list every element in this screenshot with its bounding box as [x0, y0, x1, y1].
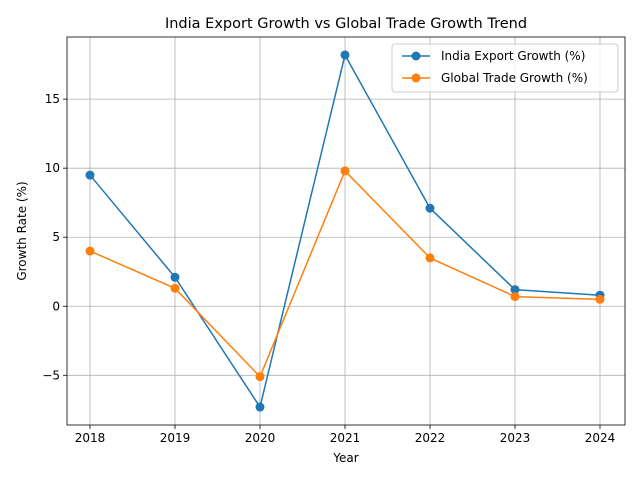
y-tick-label: 15 [45, 92, 60, 106]
plot-frame [66, 36, 626, 426]
data-point-1-2020 [255, 372, 265, 382]
x-tick-label: 2021 [330, 431, 361, 445]
legend-marker-india-export [411, 51, 421, 61]
data-point-0-2020 [255, 402, 265, 412]
x-tick-label: 2023 [500, 431, 531, 445]
legend: India Export Growth (%) Global Trade Gro… [391, 43, 619, 93]
x-tick-label: 2022 [415, 431, 446, 445]
legend-marker-global-trade [411, 73, 421, 83]
grid-layer [67, 37, 625, 425]
data-point-1-2021 [340, 166, 350, 176]
data-point-0-2022 [425, 203, 435, 213]
data-point-1-2018 [85, 246, 95, 256]
y-tick-label: 10 [45, 161, 60, 175]
chart-title: India Export Growth vs Global Trade Grow… [165, 16, 527, 32]
data-point-1-2022 [425, 253, 435, 263]
data-point-0-2021 [340, 50, 350, 60]
data-point-1-2019 [170, 283, 180, 293]
y-tick-label: −5 [42, 368, 60, 382]
x-tick-label: 2019 [160, 431, 191, 445]
y-tick-label: 5 [52, 230, 60, 244]
legend-box [391, 43, 619, 93]
data-point-1-2024 [595, 294, 605, 304]
x-tick-label: 2018 [75, 431, 106, 445]
y-axis-label: Growth Rate (%) [15, 181, 29, 280]
legend-label-india-export: India Export Growth (%) [441, 49, 585, 63]
data-point-1-2023 [510, 292, 520, 302]
data-point-0-2018 [85, 170, 95, 180]
series-layer [85, 50, 605, 412]
x-axis-label: Year [332, 451, 358, 465]
y-tick-label: 0 [52, 299, 60, 313]
x-tick-label: 2020 [245, 431, 276, 445]
x-tick-label: 2024 [585, 431, 616, 445]
data-point-0-2019 [170, 272, 180, 282]
tick-layer: 2018 2019 2020 2021 2022 2023 2024 −5 0 5 10 15 [42, 92, 615, 445]
data-point-0-2023 [510, 285, 520, 295]
legend-label-global-trade: Global Trade Growth (%) [441, 71, 588, 85]
